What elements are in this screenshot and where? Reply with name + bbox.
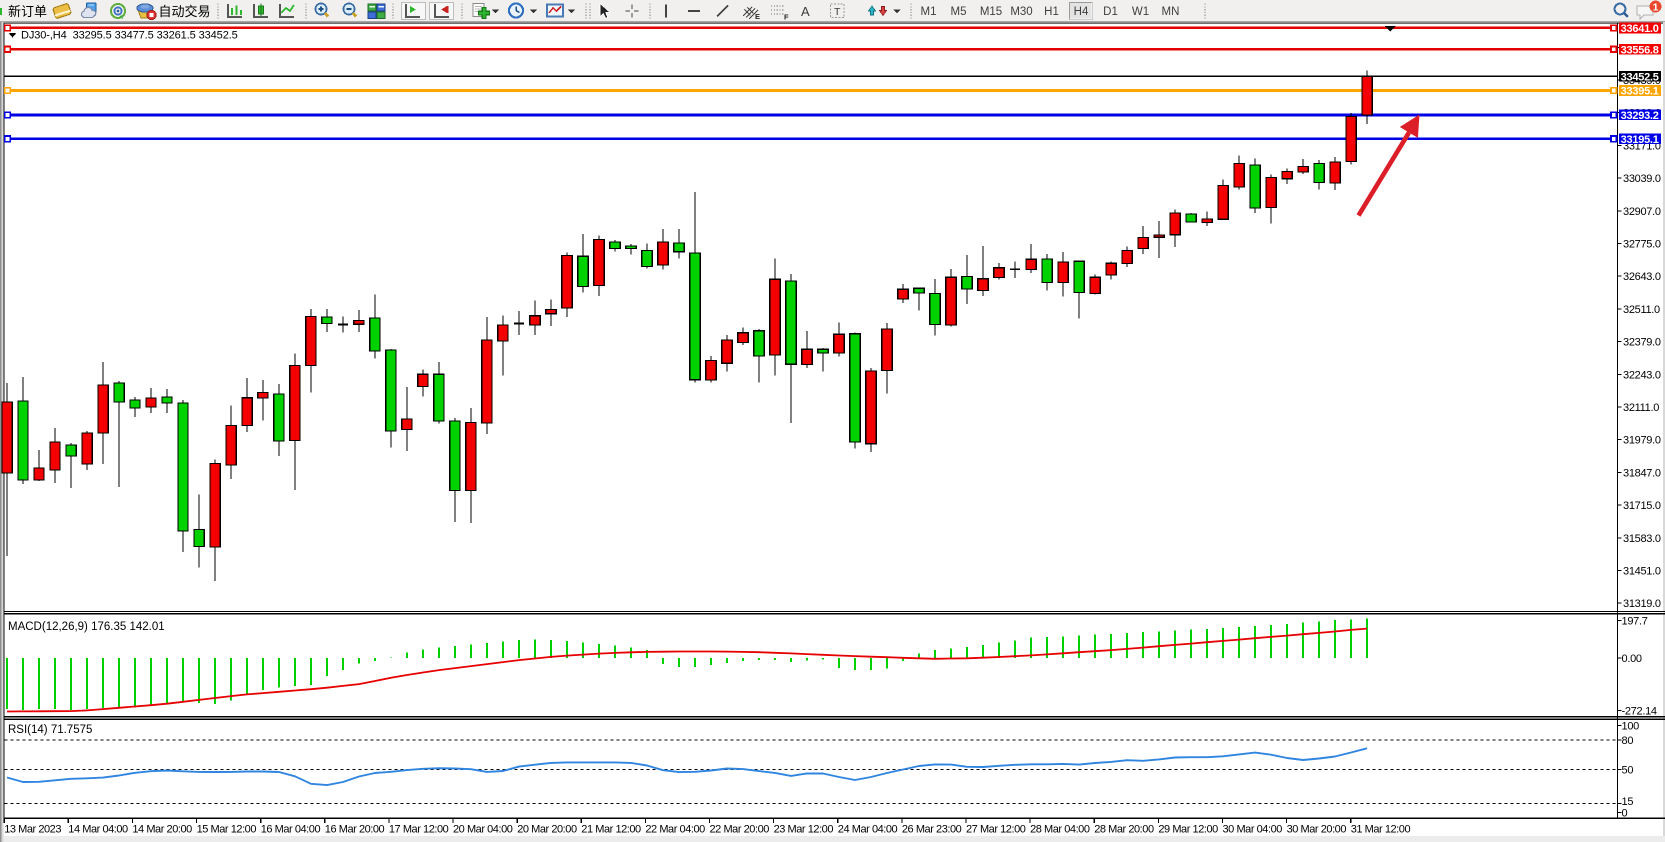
svg-text:MACD(12,26,9) 176.35 142.01: MACD(12,26,9) 176.35 142.01 xyxy=(8,621,165,633)
svg-text:DJ30-,H4 33295.5 33477.5 3326: DJ30-,H4 33295.5 33477.5 33261.5 33452.5 xyxy=(21,29,238,41)
svg-text:20 Mar 20:00: 20 Mar 20:00 xyxy=(517,823,577,835)
svg-text:E: E xyxy=(755,12,760,21)
svg-text:15 Mar 12:00: 15 Mar 12:00 xyxy=(197,823,257,835)
svg-text:33293.2: 33293.2 xyxy=(1621,110,1659,122)
svg-text:33556.8: 33556.8 xyxy=(1621,45,1659,57)
svg-text:14 Mar 04:00: 14 Mar 04:00 xyxy=(68,823,128,835)
svg-text:M5: M5 xyxy=(951,6,967,18)
svg-text:33452.5: 33452.5 xyxy=(1621,72,1659,84)
svg-text:29 Mar 12:00: 29 Mar 12:00 xyxy=(1158,823,1218,835)
svg-text:15: 15 xyxy=(1622,796,1634,808)
svg-text:31715.0: 31715.0 xyxy=(1623,500,1661,512)
svg-text:32907.0: 32907.0 xyxy=(1623,206,1661,218)
svg-text:H1: H1 xyxy=(1044,6,1059,18)
svg-text:33395.1: 33395.1 xyxy=(1621,86,1659,98)
svg-text:0: 0 xyxy=(1622,808,1628,820)
svg-text:27 Mar 12:00: 27 Mar 12:00 xyxy=(966,823,1026,835)
svg-text:13 Mar 2023: 13 Mar 2023 xyxy=(4,823,61,835)
svg-text:1: 1 xyxy=(1653,2,1659,14)
svg-text:197.7: 197.7 xyxy=(1622,616,1648,628)
svg-text:-272.14: -272.14 xyxy=(1622,706,1657,718)
svg-text:26 Mar 23:00: 26 Mar 23:00 xyxy=(902,823,962,835)
svg-text:A: A xyxy=(801,4,810,19)
svg-text:14 Mar 20:00: 14 Mar 20:00 xyxy=(132,823,192,835)
svg-text:M15: M15 xyxy=(980,6,1002,18)
svg-text:32243.0: 32243.0 xyxy=(1623,369,1661,381)
svg-text:MN: MN xyxy=(1162,6,1180,18)
svg-text:100: 100 xyxy=(1622,721,1640,733)
svg-text:T: T xyxy=(834,6,841,18)
svg-text:28 Mar 04:00: 28 Mar 04:00 xyxy=(1030,823,1090,835)
svg-text:自动交易: 自动交易 xyxy=(159,4,211,19)
svg-text:33195.1: 33195.1 xyxy=(1621,134,1659,146)
svg-text:M30: M30 xyxy=(1010,6,1032,18)
svg-text:30 Mar 04:00: 30 Mar 04:00 xyxy=(1223,823,1283,835)
svg-text:32379.0: 32379.0 xyxy=(1623,337,1661,349)
svg-text:22 Mar 04:00: 22 Mar 04:00 xyxy=(645,823,705,835)
svg-text:H4: H4 xyxy=(1074,6,1089,18)
svg-text:0.00: 0.00 xyxy=(1622,653,1642,665)
svg-text:31979.0: 31979.0 xyxy=(1623,435,1661,447)
svg-text:W1: W1 xyxy=(1132,6,1149,18)
svg-text:32511.0: 32511.0 xyxy=(1623,304,1660,316)
svg-text:33039.0: 33039.0 xyxy=(1623,173,1661,185)
svg-text:M1: M1 xyxy=(921,6,937,18)
svg-text:16 Mar 04:00: 16 Mar 04:00 xyxy=(261,823,321,835)
svg-text:50: 50 xyxy=(1622,765,1634,777)
svg-text:F: F xyxy=(784,13,789,22)
svg-text:30 Mar 20:00: 30 Mar 20:00 xyxy=(1287,823,1347,835)
svg-text:31 Mar 12:00: 31 Mar 12:00 xyxy=(1351,823,1411,835)
svg-text:32643.0: 32643.0 xyxy=(1623,271,1661,283)
svg-text:16 Mar 20:00: 16 Mar 20:00 xyxy=(325,823,385,835)
svg-text:31583.0: 31583.0 xyxy=(1623,533,1661,545)
svg-text:31451.0: 31451.0 xyxy=(1623,566,1661,578)
svg-text:RSI(14) 71.7575: RSI(14) 71.7575 xyxy=(8,724,92,736)
svg-text:31319.0: 31319.0 xyxy=(1623,598,1661,610)
svg-text:32775.0: 32775.0 xyxy=(1623,239,1661,251)
svg-text:23 Mar 12:00: 23 Mar 12:00 xyxy=(774,823,834,835)
svg-text:17 Mar 12:00: 17 Mar 12:00 xyxy=(389,823,449,835)
svg-text:20 Mar 04:00: 20 Mar 04:00 xyxy=(453,823,513,835)
svg-text:21 Mar 12:00: 21 Mar 12:00 xyxy=(581,823,641,835)
svg-text:31847.0: 31847.0 xyxy=(1623,467,1661,479)
svg-text:32111.0: 32111.0 xyxy=(1623,402,1659,414)
svg-text:33641.0: 33641.0 xyxy=(1621,23,1659,35)
svg-text:24 Mar 04:00: 24 Mar 04:00 xyxy=(838,823,898,835)
svg-text:新订单: 新订单 xyxy=(8,4,47,19)
svg-text:D1: D1 xyxy=(1103,6,1118,18)
svg-text:80: 80 xyxy=(1622,735,1634,747)
svg-text:28 Mar 20:00: 28 Mar 20:00 xyxy=(1094,823,1154,835)
svg-text:22 Mar 20:00: 22 Mar 20:00 xyxy=(710,823,770,835)
